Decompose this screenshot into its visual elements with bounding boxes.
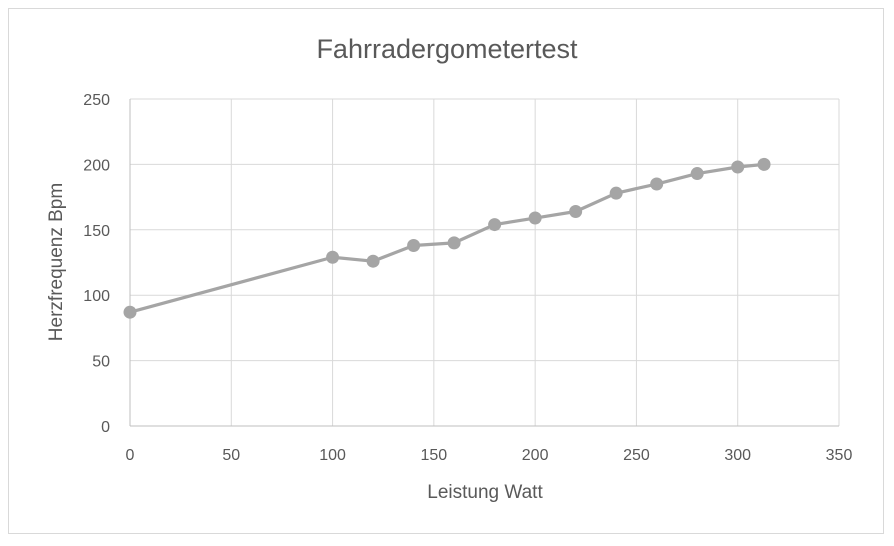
data-point	[569, 204, 583, 218]
y-tick-label: 50	[92, 354, 110, 371]
x-tick-label: 150	[421, 447, 448, 464]
y-tick-label: 200	[83, 157, 110, 174]
x-tick-label: 50	[222, 447, 240, 464]
axes	[129, 99, 839, 427]
data-point	[366, 254, 380, 268]
data-point	[731, 160, 745, 174]
y-tick-label: 0	[101, 419, 110, 436]
y-axis-label: Herzfrequenz Bpm	[46, 183, 67, 341]
tick-labels: 0 50 100 150 200 250 300 350 0 50 100 150 200 250	[83, 92, 852, 464]
x-tick-label: 200	[522, 447, 549, 464]
x-tick-label: 350	[826, 447, 853, 464]
y-tick-label: 150	[83, 223, 110, 240]
data-point	[488, 218, 502, 232]
y-tick-label: 100	[83, 288, 110, 305]
chart-title: Fahrradergometertest	[316, 34, 578, 64]
x-axis-label: Leistung Watt	[427, 482, 543, 503]
data-point	[123, 305, 137, 319]
series-line	[128, 162, 766, 314]
data-point	[609, 186, 623, 200]
x-tick-label: 300	[724, 447, 751, 464]
data-point	[326, 250, 340, 264]
data-point	[528, 211, 542, 225]
gridlines	[130, 98, 840, 426]
x-tick-label: 0	[126, 447, 135, 464]
data-point	[650, 177, 664, 191]
x-tick-label: 100	[319, 447, 346, 464]
series-layer	[123, 157, 771, 319]
data-point	[757, 157, 771, 171]
data-point	[447, 236, 461, 250]
y-tick-label: 250	[83, 92, 110, 109]
data-point	[407, 238, 421, 252]
data-point	[690, 167, 704, 181]
x-tick-label: 250	[623, 447, 650, 464]
